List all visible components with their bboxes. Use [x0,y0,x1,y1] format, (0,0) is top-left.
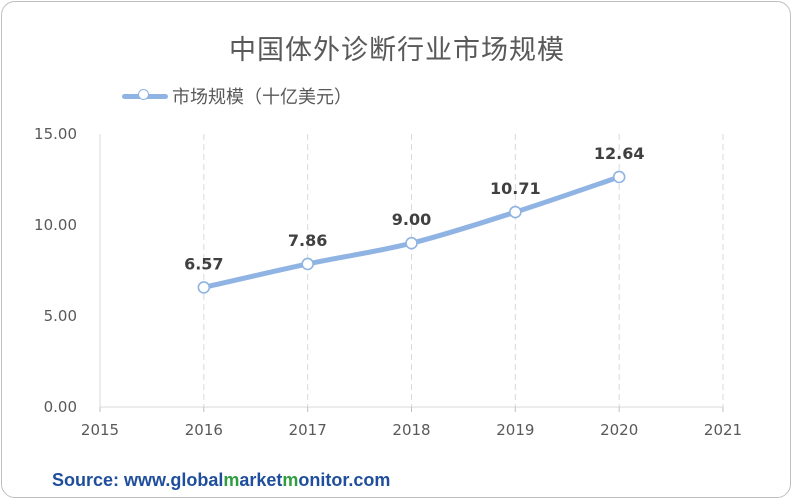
source-suffix: .com [348,470,391,490]
x-tick-label-2017: 2017 [289,421,327,439]
axes: 2015 2016 2017 2018 2019 2020 2021 0.00 5.00 10.0… [34,125,742,439]
x-tick-label-2015: 2015 [81,421,119,439]
series-line-0 [201,174,622,290]
x-tick-label-2016: 2016 [185,421,223,439]
data-label-2018: 9.00 [392,210,431,229]
source-part-3: m [282,470,299,490]
legend-label: 市场规模（十亿美元） [172,87,352,108]
source-part-2: arket [239,470,283,490]
data-point-2016 [197,281,211,294]
y-tick-label-5.00: 5.00 [44,307,77,325]
data-label-2016: 6.57 [184,254,223,273]
source-part-1: m [223,470,240,490]
chart-title: 中国体外诊断行业市场规模 [229,35,565,66]
source-part-4: onitor [298,470,349,490]
data-point-2017 [301,257,314,271]
data-point-2020 [612,170,626,184]
x-tick-label-2020: 2020 [600,421,638,439]
data-label-2020: 12.64 [594,144,645,163]
source-part-0: global [170,470,224,490]
data-labels: 6.57 7.86 9.00 10.71 12.64 [184,144,644,273]
source-credit: Source: www.globalmarketmonitor.com [52,470,390,491]
x-tick-label-2021: 2021 [704,421,742,439]
data-point-2018 [405,236,418,250]
y-tick-label-15.00: 15.00 [34,125,77,143]
legend-marker-icon [138,88,149,100]
x-tick-label-2018: 2018 [392,421,430,439]
series-market-size [197,170,626,294]
source-prefix: Source: www. [52,470,171,490]
y-tick-label-10.00: 10.00 [34,216,77,234]
y-tick-label-0.00: 0.00 [44,398,77,416]
legend: 市场规模（十亿美元） [122,84,352,108]
data-point-2019 [509,205,522,219]
x-tick-label-2019: 2019 [496,421,534,439]
legend-line-swatch [122,88,168,100]
data-label-2019: 10.71 [490,179,541,198]
data-label-2017: 7.86 [288,231,327,250]
